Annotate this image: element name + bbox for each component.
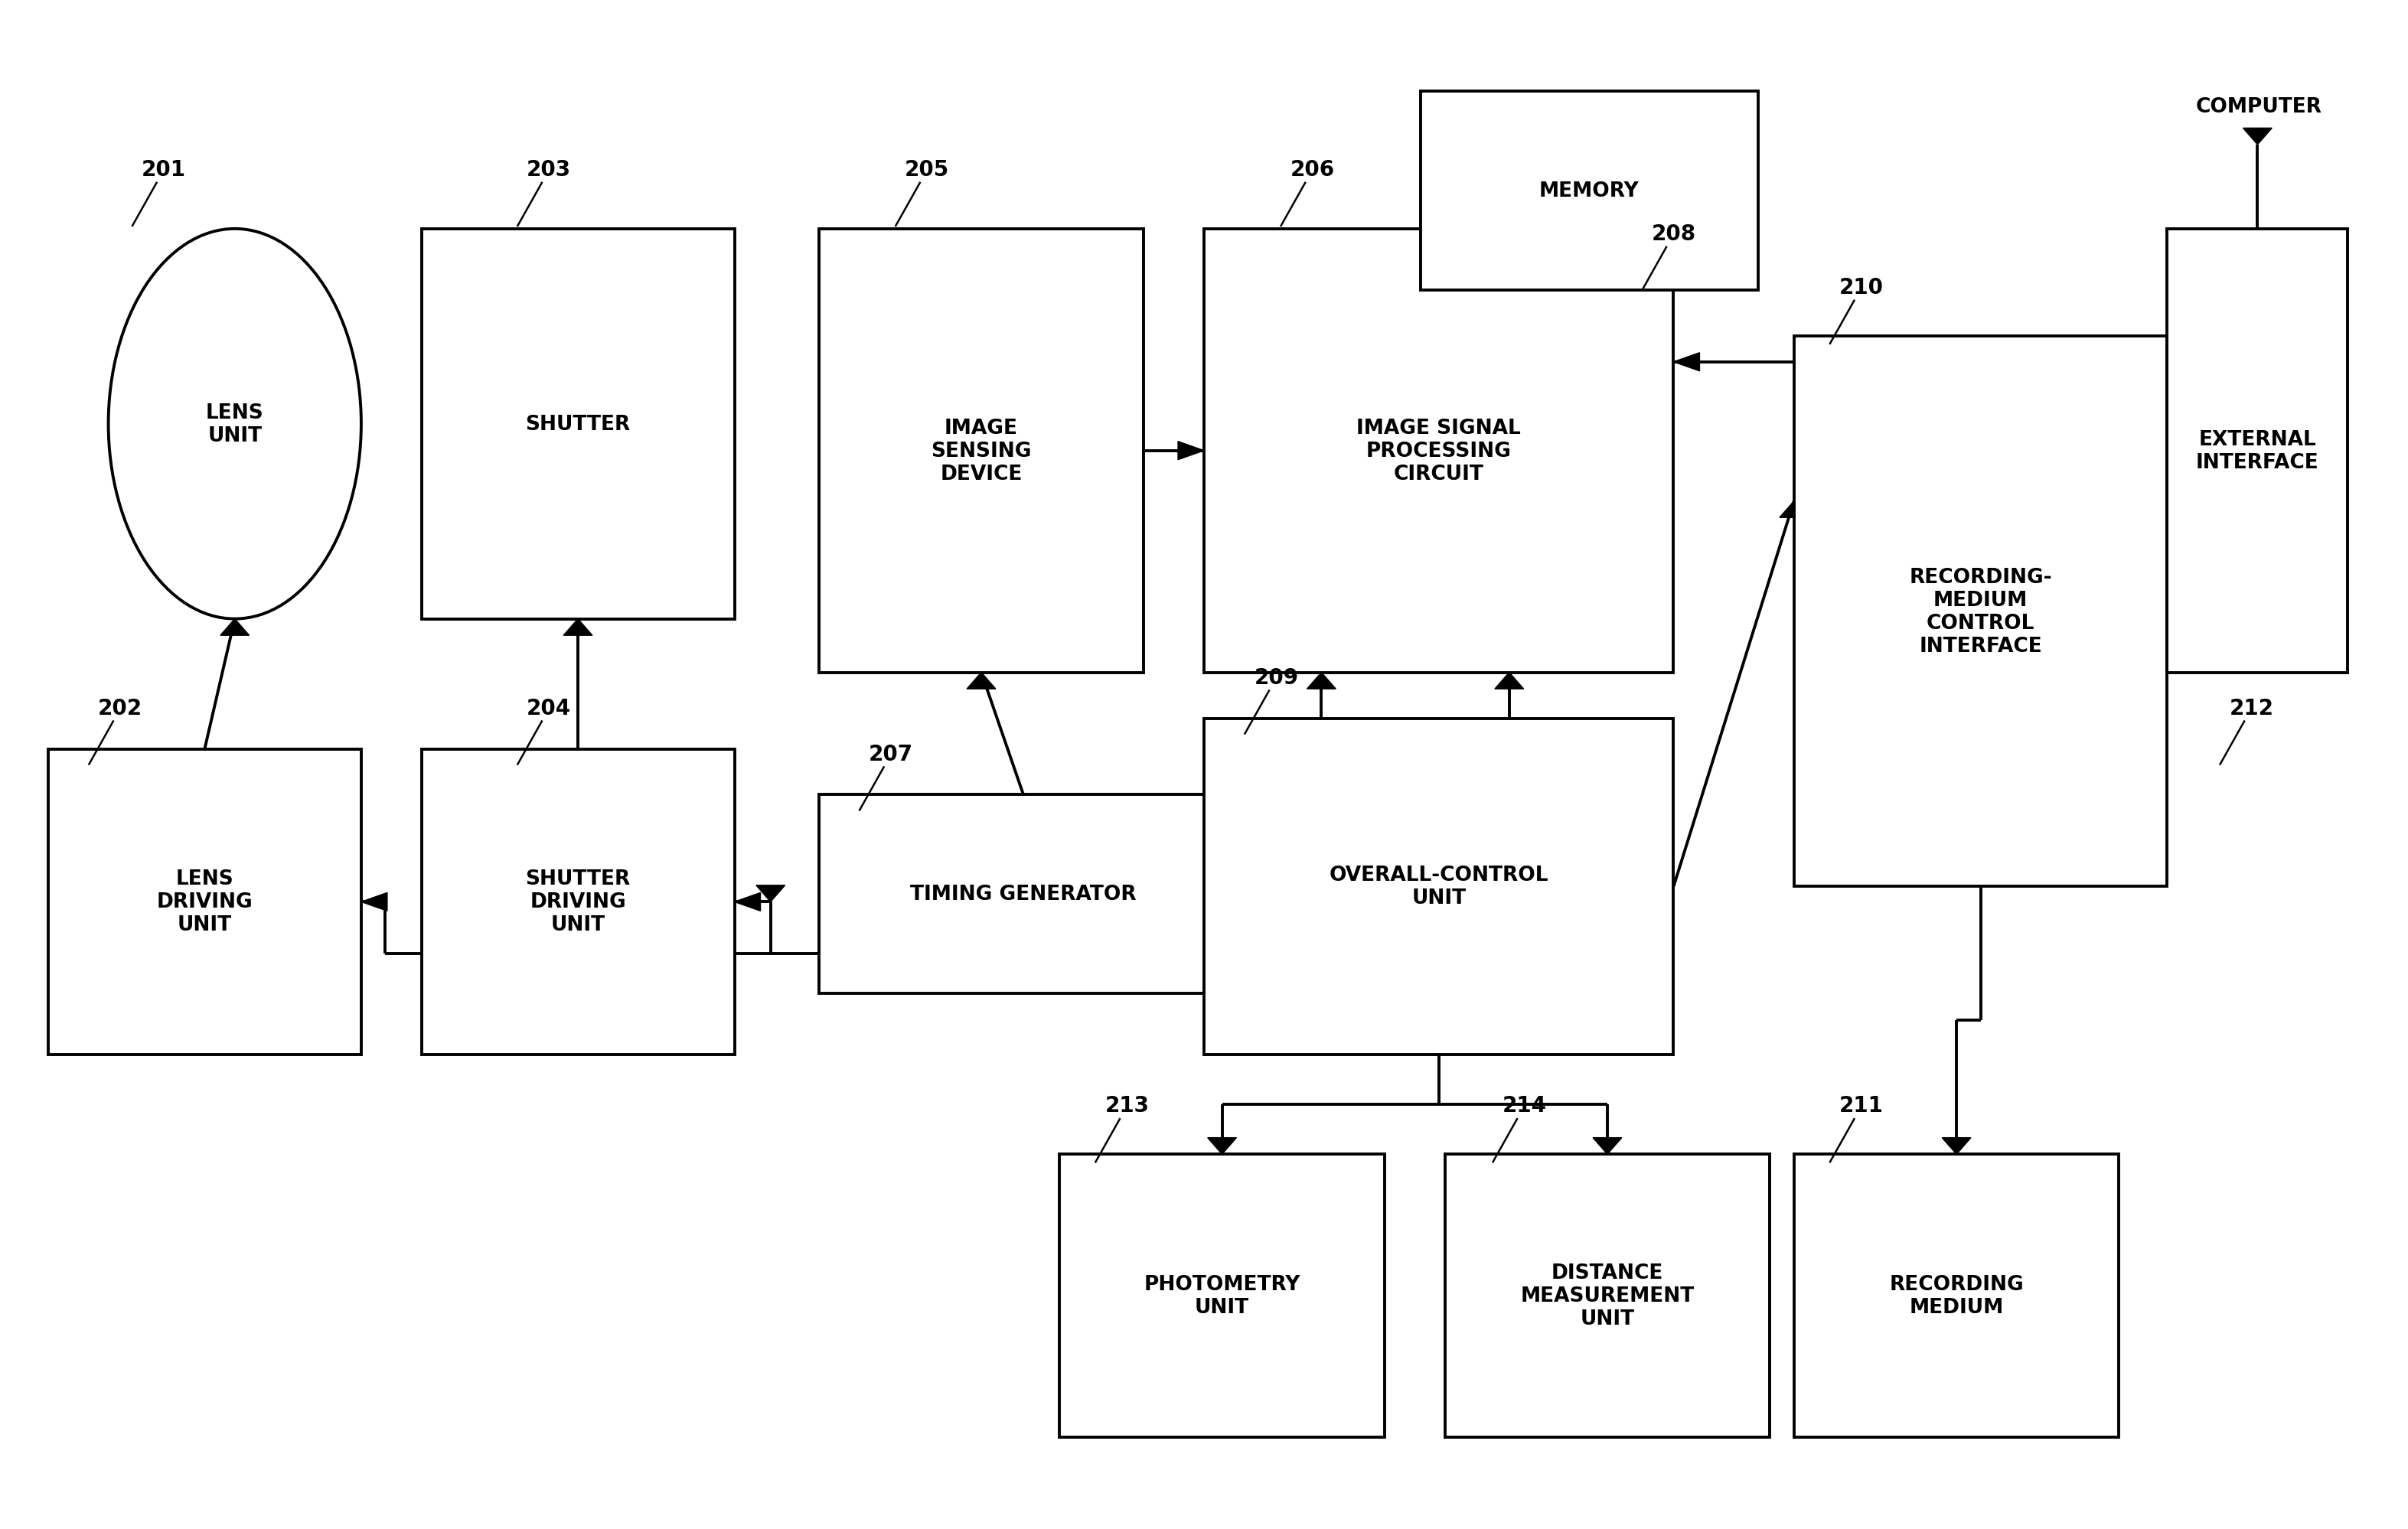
Text: RECORDING-
MEDIUM
CONTROL
INTERFACE: RECORDING- MEDIUM CONTROL INTERFACE bbox=[1910, 567, 2052, 656]
Text: 203: 203 bbox=[527, 159, 571, 180]
Polygon shape bbox=[1594, 1138, 1623, 1154]
Bar bbox=[1794, 1154, 2119, 1437]
Text: SHUTTER: SHUTTER bbox=[525, 414, 631, 434]
Text: 210: 210 bbox=[1840, 277, 1883, 298]
Text: LENS
UNIT: LENS UNIT bbox=[205, 402, 265, 446]
Bar bbox=[1060, 1154, 1385, 1437]
Polygon shape bbox=[1308, 673, 1336, 690]
Polygon shape bbox=[563, 619, 592, 636]
Text: 208: 208 bbox=[1652, 223, 1695, 245]
Polygon shape bbox=[1965, 362, 1996, 379]
Text: DISTANCE
MEASUREMENT
UNIT: DISTANCE MEASUREMENT UNIT bbox=[1519, 1263, 1695, 1329]
Polygon shape bbox=[1178, 442, 1204, 460]
Bar bbox=[421, 749, 734, 1055]
Text: SHUTTER
DRIVING
UNIT: SHUTTER DRIVING UNIT bbox=[525, 868, 631, 936]
Text: LENS
DRIVING
UNIT: LENS DRIVING UNIT bbox=[157, 868, 253, 936]
Text: 207: 207 bbox=[869, 743, 913, 764]
Bar bbox=[819, 229, 1144, 673]
Polygon shape bbox=[1209, 1138, 1238, 1154]
Polygon shape bbox=[1575, 291, 1604, 307]
Text: 205: 205 bbox=[905, 159, 949, 180]
Text: IMAGE
SENSING
DEVICE: IMAGE SENSING DEVICE bbox=[932, 417, 1031, 485]
Text: 213: 213 bbox=[1105, 1095, 1149, 1116]
Bar bbox=[1421, 92, 1758, 291]
Polygon shape bbox=[968, 673, 997, 690]
Ellipse shape bbox=[108, 229, 361, 619]
Polygon shape bbox=[734, 893, 761, 911]
Polygon shape bbox=[1575, 213, 1604, 229]
Bar bbox=[48, 749, 361, 1055]
Polygon shape bbox=[222, 619, 250, 636]
Text: 214: 214 bbox=[1503, 1095, 1546, 1116]
Polygon shape bbox=[1228, 885, 1255, 904]
Text: 206: 206 bbox=[1291, 159, 1334, 180]
Text: COMPUTER: COMPUTER bbox=[2196, 96, 2321, 118]
Text: 212: 212 bbox=[2230, 697, 2273, 719]
Polygon shape bbox=[1495, 673, 1524, 690]
Text: PHOTOMETRY
UNIT: PHOTOMETRY UNIT bbox=[1144, 1274, 1300, 1318]
Text: 201: 201 bbox=[142, 159, 185, 180]
Text: MEMORY: MEMORY bbox=[1539, 180, 1640, 202]
Polygon shape bbox=[361, 893, 388, 911]
Bar bbox=[2167, 229, 2348, 673]
Polygon shape bbox=[1780, 502, 1808, 518]
Text: 211: 211 bbox=[1840, 1095, 1883, 1116]
Bar bbox=[819, 795, 1228, 994]
Polygon shape bbox=[1674, 353, 1700, 372]
Text: OVERALL-CONTROL
UNIT: OVERALL-CONTROL UNIT bbox=[1329, 865, 1548, 908]
Text: RECORDING
MEDIUM: RECORDING MEDIUM bbox=[1890, 1274, 2023, 1318]
Text: IMAGE SIGNAL
PROCESSING
CIRCUIT: IMAGE SIGNAL PROCESSING CIRCUIT bbox=[1356, 417, 1522, 485]
Polygon shape bbox=[2141, 492, 2167, 511]
Text: TIMING GENERATOR: TIMING GENERATOR bbox=[910, 884, 1137, 905]
Bar bbox=[421, 229, 734, 619]
Text: 209: 209 bbox=[1255, 667, 1298, 688]
Polygon shape bbox=[2141, 353, 2167, 372]
Bar bbox=[1204, 719, 1674, 1055]
Polygon shape bbox=[756, 885, 785, 902]
Polygon shape bbox=[2244, 229, 2273, 246]
Text: 204: 204 bbox=[527, 697, 571, 719]
Text: 202: 202 bbox=[99, 697, 142, 719]
Bar bbox=[1204, 229, 1674, 673]
Bar bbox=[1445, 1154, 1770, 1437]
Polygon shape bbox=[2167, 492, 2194, 511]
Polygon shape bbox=[2244, 128, 2273, 145]
Bar bbox=[1794, 336, 2167, 887]
Polygon shape bbox=[1941, 1138, 1972, 1154]
Text: EXTERNAL
INTERFACE: EXTERNAL INTERFACE bbox=[2196, 430, 2319, 472]
